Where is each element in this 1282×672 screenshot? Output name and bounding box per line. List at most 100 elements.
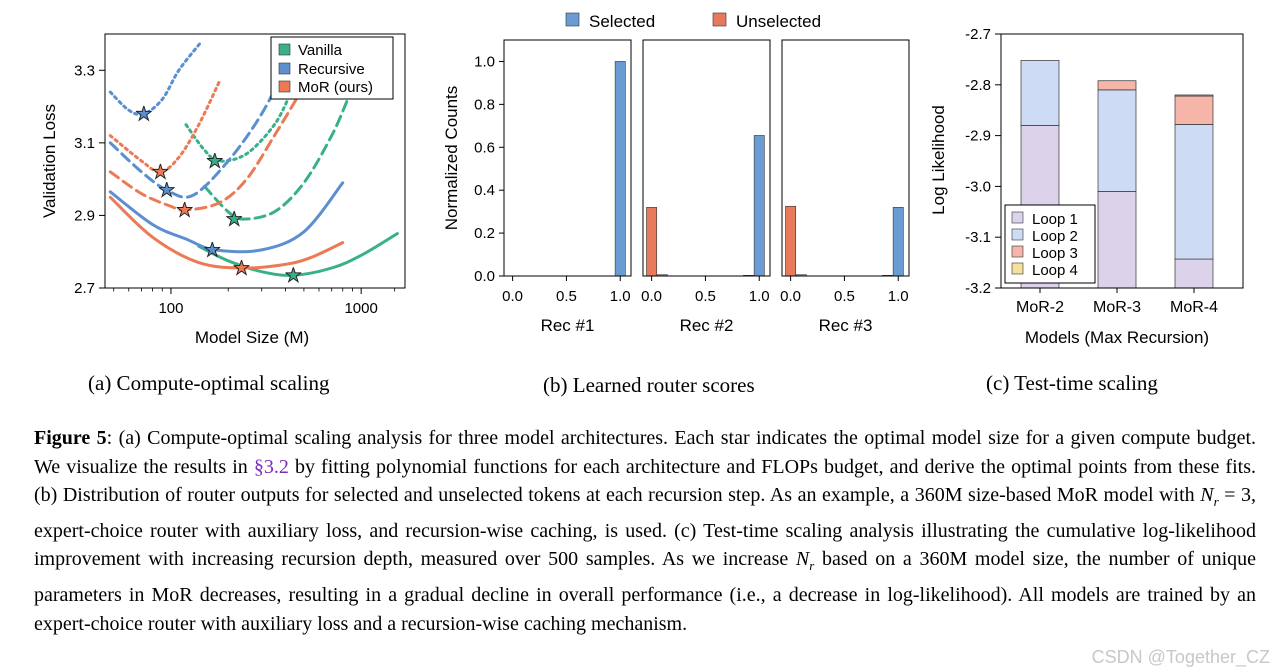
x-tick-label: 0.5 (834, 288, 855, 305)
panel-c-xlabel: Models (Max Recursion) (1025, 328, 1209, 347)
subplot-frame (781, 39, 910, 277)
math-nr-1: N (1200, 484, 1214, 507)
caption-text-4: based on a 360M model size, the number o… (34, 548, 1256, 635)
curve-mor-mid (108, 90, 302, 212)
y-tick-label: -2.7 (965, 26, 991, 43)
panel-c-caption: (c) Test-time scaling (986, 371, 1158, 395)
panel-b-subplot-rec2: 0.0 0.5 1.0 Rec #2 (641, 39, 771, 335)
y-tick-label: -3.2 (965, 280, 991, 297)
optimal-star-mor (177, 202, 192, 216)
bar-mor-2-loop2 (1020, 60, 1060, 126)
curve-recursive-high (108, 181, 345, 254)
panel-b-subplot-rec3: 0.0 0.5 1.0 Rec #3 (780, 39, 910, 335)
legend-loop2: Loop 2 (1032, 228, 1078, 245)
subplot-frame (503, 39, 632, 277)
panel-a-caption: (a) Compute-optimal scaling (88, 371, 330, 395)
legend-vanilla: Vanilla (298, 42, 343, 59)
bar-selected (753, 135, 765, 277)
legend-loop4: Loop 4 (1032, 262, 1078, 279)
x-tick-label: 0.0 (641, 288, 662, 305)
bar-mor-3-loop1 (1097, 191, 1137, 289)
bar-mor-4-loop1 (1174, 258, 1214, 289)
panel-b-ylabel: Normalized Counts (442, 86, 461, 231)
legend-selected: Selected (589, 12, 655, 31)
y-tick-label: 0.0 (474, 268, 495, 285)
panel-b-legend: Selected Unselected (565, 12, 821, 31)
y-tick-label: -2.8 (965, 77, 991, 94)
panel-c-bars (1020, 60, 1214, 289)
panel-a-ylabel: Validation Loss (40, 104, 59, 218)
optimal-star-vanilla (286, 267, 301, 281)
optimal-star-recursive (136, 106, 151, 120)
curve-vanilla-high (197, 232, 399, 277)
y-tick-label: 0.8 (474, 96, 495, 113)
legend-swatch-mor (278, 80, 291, 93)
bar-mor-4-loop4 (1174, 94, 1214, 97)
legend-swatch-loop3 (1011, 245, 1024, 258)
x-tick-label: 1000 (344, 300, 377, 317)
bar-mor-3-loop2 (1097, 89, 1137, 192)
bar-selected (614, 61, 626, 277)
panel-a-legend-box (270, 36, 394, 100)
x-tick-label: 0.5 (695, 288, 716, 305)
legend-swatch-loop4 (1011, 262, 1024, 275)
caption-text-1: : (a) Compute-optimal scaling analysis f… (34, 427, 1256, 478)
x-tick-label: 0.0 (780, 288, 801, 305)
y-tick-label: 2.7 (74, 280, 95, 297)
panel-a-frame (104, 33, 406, 289)
y-tick-label: 3.1 (74, 135, 95, 152)
y-tick-label: -3.1 (965, 229, 991, 246)
subplot-title: Rec #2 (680, 316, 734, 335)
section-ref-link[interactable]: §3.2 (253, 455, 289, 478)
caption-label: Figure 5 (34, 427, 107, 449)
y-tick-label: 1.0 (474, 53, 495, 70)
panel-c-ylabel: Log Likelihood (929, 105, 948, 215)
figure-caption: Figure 5: (a) Compute-optimal scaling an… (34, 427, 1257, 635)
y-tick-label: 0.4 (474, 182, 495, 199)
bar-mor-3-loop3 (1097, 80, 1137, 91)
x-tick-label: 0.5 (556, 288, 577, 305)
bar-unselected (646, 207, 658, 277)
curve-recursive-low (108, 39, 204, 117)
curve-vanilla-mid (203, 97, 350, 221)
x-tick-label: 100 (158, 300, 183, 317)
x-tick-label: MoR-2 (1016, 299, 1064, 316)
math-nr-2: N (795, 548, 810, 571)
legend-recursive: Recursive (298, 61, 365, 78)
panel-c-axes: -2.7 -2.8 -2.9 -3.0 -3.1 -3.2 MoR-2 MoR-3 MoR-4 (965, 26, 1218, 316)
y-tick-label: -2.9 (965, 128, 991, 145)
caption-text-3: , expert-choice router with auxiliary lo… (34, 484, 1257, 571)
x-tick-label: 1.0 (610, 288, 631, 305)
legend-swatch-unselected (712, 12, 727, 27)
y-tick-label: 3.3 (74, 62, 95, 79)
panel-a-legend: Vanilla Recursive MoR (ours) (270, 36, 394, 100)
y-tick-label: 0.2 (474, 225, 495, 242)
figure-panels: 100 1000 2.7 2.9 3.1 3.3 Model Size (M) Valid… (40, 12, 1244, 347)
subplot-title: Rec #3 (819, 316, 873, 335)
x-tick-label: 1.0 (888, 288, 909, 305)
panel-a-chart: 100 1000 2.7 2.9 3.1 3.3 Model Size (M) Valid… (40, 33, 406, 347)
subplot-frame (642, 39, 771, 277)
legend-mor: MoR (ours) (298, 79, 373, 96)
panel-b-y-axis: 0.0 0.2 0.4 0.6 0.8 1.0 (474, 53, 504, 285)
x-tick-label: MoR-3 (1093, 299, 1141, 316)
caption-text-2: by fitting polynomial functions for each… (34, 455, 1256, 507)
curve-recursive-mid (108, 57, 291, 199)
bar-selected (892, 207, 904, 277)
panel-c-frame (1000, 33, 1244, 289)
legend-unselected: Unselected (736, 12, 821, 31)
x-tick-label: 0.0 (502, 288, 523, 305)
legend-swatch-loop2 (1011, 228, 1024, 241)
x-tick-label: MoR-4 (1170, 299, 1218, 316)
y-tick-label: 2.9 (74, 207, 95, 224)
legend-loop3: Loop 3 (1032, 245, 1078, 262)
curve-vanilla-low (184, 94, 291, 163)
curve-mor-low (108, 79, 221, 174)
bar-unselected (785, 205, 797, 277)
optimal-star-mor (234, 260, 249, 274)
curve-mor-high (108, 195, 345, 270)
y-tick-label: -3.0 (965, 178, 991, 195)
legend-swatch-recursive (278, 62, 291, 75)
